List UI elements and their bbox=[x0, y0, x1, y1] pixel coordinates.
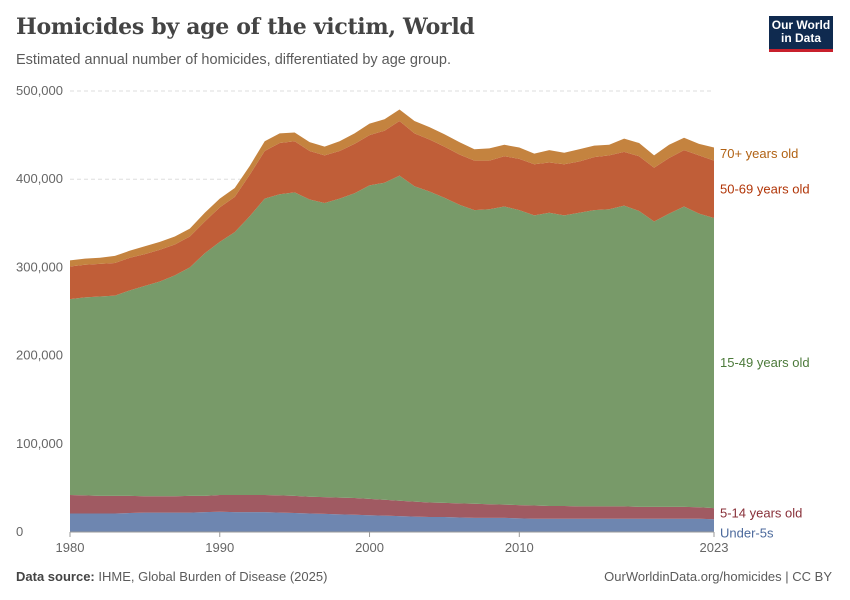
series-label: 70+ years old bbox=[720, 146, 798, 161]
y-tick-label: 500,000 bbox=[16, 83, 63, 98]
chart-title: Homicides by age of the victim, World bbox=[16, 14, 475, 40]
area-70-years-old bbox=[70, 109, 714, 267]
owid-logo[interactable]: Our World in Data bbox=[769, 16, 833, 52]
y-tick-label: 0 bbox=[16, 524, 23, 539]
chart-subtitle: Estimated annual number of homicides, di… bbox=[16, 52, 451, 68]
data-source: Data source: IHME, Global Burden of Dise… bbox=[16, 569, 327, 584]
logo-line2: in Data bbox=[780, 31, 821, 45]
logo-line1: Our World bbox=[771, 18, 831, 32]
x-tick-label: 1980 bbox=[56, 540, 85, 555]
source-text[interactable]: IHME, Global Burden of Disease (2025) bbox=[98, 569, 328, 584]
series-label: 50-69 years old bbox=[720, 181, 810, 196]
y-tick-label: 300,000 bbox=[16, 259, 63, 274]
x-tick-label: 1990 bbox=[205, 540, 234, 555]
area-15-49-years-old bbox=[70, 175, 714, 509]
area-5-14-years-old bbox=[70, 494, 714, 520]
footer-link[interactable]: OurWorldinData.org/homicides | CC BY bbox=[604, 569, 832, 584]
series-label: Under-5s bbox=[720, 526, 774, 541]
y-tick-label: 400,000 bbox=[16, 171, 63, 186]
x-tick-label: 2010 bbox=[505, 540, 534, 555]
x-tick-label: 2000 bbox=[355, 540, 384, 555]
series-label: 15-49 years old bbox=[720, 355, 810, 370]
series-label: 5-14 years old bbox=[720, 506, 802, 521]
x-tick-label: 2023 bbox=[700, 540, 729, 555]
area-under-5s bbox=[70, 511, 714, 532]
y-tick-label: 200,000 bbox=[16, 348, 63, 363]
area-50-69-years-old bbox=[70, 120, 714, 300]
source-label: Data source: bbox=[16, 569, 95, 584]
y-tick-label: 100,000 bbox=[16, 436, 63, 451]
